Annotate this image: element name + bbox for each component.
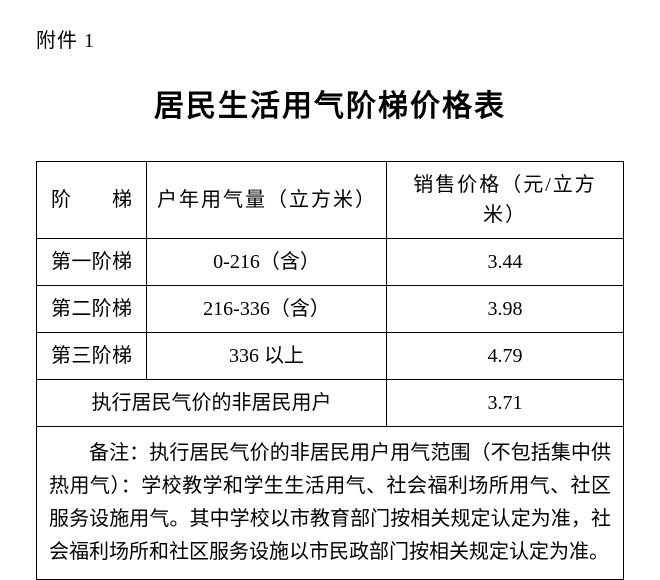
table-row: 第一阶梯 0-216（含） 3.44 bbox=[37, 239, 624, 286]
special-price: 3.71 bbox=[387, 380, 624, 427]
cell-volume: 216-336（含） bbox=[147, 286, 387, 333]
cell-tier: 第二阶梯 bbox=[37, 286, 147, 333]
special-row: 执行居民气价的非居民用户 3.71 bbox=[37, 380, 624, 427]
cell-price: 3.44 bbox=[387, 239, 624, 286]
cell-volume: 0-216（含） bbox=[147, 239, 387, 286]
cell-price: 4.79 bbox=[387, 333, 624, 380]
table-row: 第二阶梯 216-336（含） 3.98 bbox=[37, 286, 624, 333]
cell-tier: 第三阶梯 bbox=[37, 333, 147, 380]
header-tier: 阶 梯 bbox=[37, 162, 147, 239]
cell-price: 3.98 bbox=[387, 286, 624, 333]
note-row: 备注：执行居民气价的非居民用户用气范围（不包括集中供热用气）：学校教学和学生生活… bbox=[37, 427, 624, 580]
attachment-label: 附件 1 bbox=[36, 24, 624, 53]
header-price: 销售价格（元/立方米） bbox=[387, 162, 624, 239]
table-row: 第三阶梯 336 以上 4.79 bbox=[37, 333, 624, 380]
cell-volume: 336 以上 bbox=[147, 333, 387, 380]
special-label: 执行居民气价的非居民用户 bbox=[37, 380, 387, 427]
page-title: 居民生活用气阶梯价格表 bbox=[36, 81, 624, 125]
price-table: 阶 梯 户年用气量（立方米） 销售价格（元/立方米） 第一阶梯 0-216（含）… bbox=[36, 161, 624, 580]
header-volume: 户年用气量（立方米） bbox=[147, 162, 387, 239]
note-cell: 备注：执行居民气价的非居民用户用气范围（不包括集中供热用气）：学校教学和学生生活… bbox=[37, 427, 624, 580]
table-header-row: 阶 梯 户年用气量（立方米） 销售价格（元/立方米） bbox=[37, 162, 624, 239]
cell-tier: 第一阶梯 bbox=[37, 239, 147, 286]
